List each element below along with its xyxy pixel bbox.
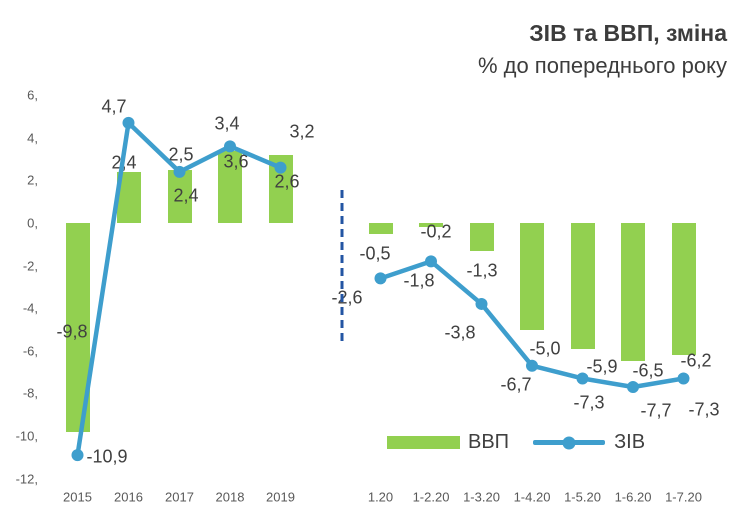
- x-axis-label-1-7.20: 1-7.20: [665, 489, 702, 505]
- bar-value-label-1-2.20: -0,2: [420, 221, 452, 242]
- bar-value-label-1-4.20: -5,0: [529, 338, 561, 359]
- line-value-label-1-3.20: -3,8: [444, 322, 476, 343]
- x-axis-label-2015: 2015: [63, 489, 92, 505]
- bar-value-label-1.20: -0,5: [359, 243, 391, 264]
- bar-value-label-1-3.20: -1,3: [466, 260, 498, 281]
- bar-1-4.20: [520, 223, 544, 330]
- line-value-label-1-6.20: -7,7: [640, 400, 672, 421]
- line-value-label-2019: 2,6: [274, 171, 300, 192]
- bar-value-label-2017: 2,5: [168, 144, 194, 165]
- line-value-label-1-5.20: -7,3: [573, 392, 605, 413]
- bar-value-label-2018: 3,4: [214, 113, 240, 134]
- x-axis-label-1-6.20: 1-6.20: [614, 489, 652, 505]
- y-axis-tick--6: -6,: [22, 343, 38, 359]
- line-value-label-2018: 3,6: [223, 151, 249, 172]
- bar-1-7.20: [671, 223, 696, 356]
- chart-title: ЗІВ та ВВП, зміна: [529, 20, 727, 46]
- line-marker-1-4.20: [526, 359, 538, 372]
- y-axis-tick-2: 2,: [27, 172, 38, 188]
- x-axis-label-2016: 2016: [114, 489, 143, 505]
- y-axis-tick--4: -4,: [22, 300, 38, 316]
- bar-1.20: [368, 223, 393, 234]
- line-value-label-1-4.20: -6,7: [500, 374, 532, 395]
- legend: ВВП ЗІВ: [387, 430, 645, 455]
- line-value-label-1-2.20: -1,8: [403, 270, 435, 291]
- line-value-label-2016: 4,7: [101, 96, 127, 117]
- line-marker-2016: [122, 116, 135, 129]
- y-axis-tick--2: -2,: [22, 258, 38, 274]
- line-marker-1-7.20: [677, 372, 690, 385]
- x-axis-label-1.20: 1.20: [367, 489, 394, 505]
- x-axis-label-2019: 2019: [266, 489, 295, 505]
- chart-subtitle: % до попереднього року: [477, 53, 727, 78]
- bar-value-label-2016: 2,4: [111, 152, 137, 173]
- bar-value-label-2019: 3,2: [289, 121, 315, 142]
- y-axis-tick--10: -10,: [15, 428, 38, 444]
- bar-1-5.20: [570, 223, 595, 349]
- legend-vvp-swatch: [387, 436, 460, 449]
- bar-value-label-2015: -9,8: [56, 321, 88, 342]
- line-value-label-2017: 2,4: [173, 185, 199, 206]
- y-axis-tick-0: 0,: [27, 215, 38, 231]
- line-marker-1-2.20: [425, 255, 437, 268]
- x-axis-label-2017: 2017: [165, 489, 194, 505]
- line-marker-2015: [71, 449, 84, 462]
- y-axis-tick-6: 6,: [27, 87, 38, 103]
- x-axis-label-1-5.20: 1-5.20: [564, 489, 601, 505]
- x-axis-label-1-2.20: 1-2.20: [412, 489, 450, 505]
- chart-title-block: ЗІВ та ВВП, зміна % до попереднього року: [478, 16, 727, 82]
- legend-ziv-dot-icon: [562, 436, 576, 449]
- line-marker-1-3.20: [475, 297, 488, 310]
- bar-1-6.20: [621, 223, 645, 362]
- y-axis-tick-4: 4,: [27, 130, 38, 146]
- bar-1-2.20: [419, 223, 443, 228]
- line-value-label-2015: -10,9: [86, 446, 128, 467]
- bar-value-label-1-7.20: -6,2: [680, 350, 712, 371]
- y-axis-tick--12: -12,: [15, 471, 38, 487]
- bar-1-3.20: [469, 223, 494, 251]
- bar-value-label-1-6.20: -6,5: [632, 360, 664, 381]
- x-axis-label-2018: 2018: [215, 489, 245, 505]
- x-axis-label-1-3.20: 1-3.20: [463, 489, 500, 505]
- y-axis-tick--8: -8,: [22, 385, 38, 401]
- line-marker-1.20: [374, 272, 387, 285]
- line-value-label-1.20: -2,6: [331, 287, 363, 308]
- bar-2016: [116, 171, 141, 223]
- x-axis-label-1-4.20: 1-4.20: [513, 489, 551, 505]
- line-value-label-1-7.20: -7,3: [688, 399, 720, 420]
- bar-value-label-1-5.20: -5,9: [586, 356, 618, 377]
- legend-vvp-label: ВВП: [468, 431, 510, 453]
- line-marker-1-6.20: [627, 381, 639, 394]
- legend-ziv-label: ЗІВ: [614, 431, 646, 453]
- legend-ziv-line-marker: [533, 436, 606, 449]
